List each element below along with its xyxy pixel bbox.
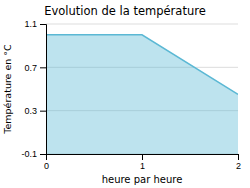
tick-label: 2 (236, 161, 241, 171)
x-axis-title: heure par heure (102, 174, 183, 185)
tick: 1 (140, 154, 145, 171)
line (46, 35, 238, 95)
axis-line (40, 25, 47, 155)
tick-mark (40, 111, 46, 112)
marks (46, 35, 238, 154)
grid-line (46, 24, 238, 25)
tick: 0.7 (24, 63, 46, 73)
axis-line (47, 155, 239, 161)
tick-mark (40, 67, 46, 68)
tick-mark (238, 154, 239, 160)
tick-label: 1 (140, 161, 145, 171)
tick-mark (40, 154, 46, 155)
tick-label: 0 (44, 161, 49, 171)
tick-mark (142, 154, 143, 160)
tick: 0.3 (24, 106, 46, 116)
chart: 0 1 2 -0.1 0.3 0.7 1.1 Evolution de la températ… (0, 0, 250, 188)
tick: 1.1 (24, 19, 46, 29)
tick-mark (40, 24, 46, 25)
tick: 2 (236, 154, 241, 171)
y-axis-title: Température en °C (2, 44, 13, 135)
tick-label: 0.7 (24, 63, 37, 73)
x-axis: 0 1 2 (44, 154, 241, 171)
area (46, 35, 238, 154)
tick-label: 0.3 (24, 106, 37, 116)
grid (46, 24, 238, 154)
plot: 0 1 2 -0.1 0.3 0.7 1.1 (21, 19, 241, 171)
tick-label: -0.1 (21, 149, 37, 159)
tick: -0.1 (21, 149, 46, 159)
tick: 0 (44, 154, 49, 171)
tick-label: 1.1 (24, 19, 37, 29)
title: Evolution de la température (44, 4, 206, 18)
y-axis: -0.1 0.3 0.7 1.1 (21, 19, 46, 159)
